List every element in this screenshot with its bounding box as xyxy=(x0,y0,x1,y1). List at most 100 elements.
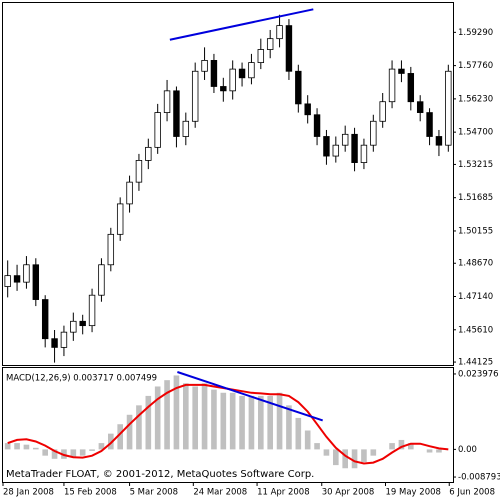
candle-body xyxy=(248,62,255,79)
candle-body xyxy=(445,70,452,146)
histogram-bar xyxy=(154,386,161,450)
candle-body xyxy=(70,320,77,333)
candle-body xyxy=(98,264,105,296)
histogram-bar xyxy=(286,405,292,450)
histogram-bar xyxy=(408,443,414,450)
candle-body xyxy=(351,133,358,163)
histogram-bar xyxy=(126,414,133,450)
candle-body xyxy=(276,25,283,40)
x-tick-label: 19 May 2008 xyxy=(386,488,441,498)
histogram-bar xyxy=(201,383,208,450)
candle-body xyxy=(79,320,86,327)
x-tick-label: 6 Jun 2008 xyxy=(449,488,495,498)
candle-body xyxy=(191,70,199,122)
histogram-bar xyxy=(370,449,377,456)
histogram-bar xyxy=(323,449,330,456)
histogram-bar xyxy=(436,449,442,453)
histogram-bar xyxy=(117,424,123,450)
footer: MetaTrader FLOAT, © 2001-2012, MetaQuote… xyxy=(6,469,314,480)
y-tick-label: 1.44125 xyxy=(458,358,493,368)
candle-body xyxy=(201,59,208,72)
candle-body xyxy=(426,112,433,137)
candle-body xyxy=(23,264,30,283)
y-tick-label: 1.51685 xyxy=(458,193,493,203)
candle-body xyxy=(341,133,349,146)
histogram-bar xyxy=(304,430,311,450)
candle-body xyxy=(13,275,21,283)
y-tick-label: 1.45610 xyxy=(458,325,493,335)
histogram-bar xyxy=(267,395,273,450)
candle-body xyxy=(88,294,96,327)
histogram-bar xyxy=(295,417,302,450)
candle-body xyxy=(407,73,415,103)
histogram-bar xyxy=(192,386,198,450)
histogram-bar xyxy=(389,443,395,450)
candle-body xyxy=(154,112,161,148)
y-tick-label: 1.57760 xyxy=(458,61,493,71)
candle-body xyxy=(4,275,11,287)
histogram-bar xyxy=(333,449,339,466)
histogram-bar xyxy=(79,449,86,456)
candle-body xyxy=(60,331,68,348)
histogram-bar xyxy=(14,443,20,450)
histogram-bar xyxy=(239,395,245,450)
trendline xyxy=(177,371,324,422)
candle-body xyxy=(238,68,246,79)
candle-body xyxy=(379,101,386,122)
candle-body xyxy=(435,136,443,146)
histogram-bar xyxy=(248,395,255,450)
y-tick-label: 1.48670 xyxy=(458,259,493,269)
histogram-bar xyxy=(164,380,170,450)
y-tick-label: 1.47140 xyxy=(458,292,493,302)
candle-body xyxy=(370,120,377,146)
y-tick-label: 1.53215 xyxy=(458,160,493,170)
histogram-bar xyxy=(136,405,142,450)
histogram-bar xyxy=(145,395,152,450)
candle-body xyxy=(360,144,368,163)
y-tick-label: 1.50155 xyxy=(458,226,493,236)
x-tick-label: 11 Apr 2008 xyxy=(257,488,310,498)
histogram-bar xyxy=(361,449,367,462)
candle-body xyxy=(266,38,274,50)
candle-body xyxy=(32,264,40,300)
candle-body xyxy=(229,68,236,92)
candle-body xyxy=(182,120,190,137)
histogram-bar xyxy=(183,383,189,450)
candle-body xyxy=(332,144,340,157)
price-pane xyxy=(2,2,454,366)
x-tick-label: 5 Mar 2008 xyxy=(130,488,178,498)
histogram-bar xyxy=(98,443,105,450)
histogram-bar xyxy=(342,449,348,469)
histogram-bar xyxy=(89,449,95,451)
histogram-bar xyxy=(398,439,405,450)
histogram-bar xyxy=(42,449,48,456)
histogram-bar xyxy=(276,392,283,450)
y-tick-label: 0.023976 xyxy=(458,369,499,379)
candle-body xyxy=(416,101,424,113)
y-tick-label: 1.56230 xyxy=(458,94,493,104)
x-tick-label: 30 Apr 2008 xyxy=(322,488,375,498)
histogram-bar xyxy=(258,395,264,450)
candle-body xyxy=(51,338,58,348)
candle-body xyxy=(323,136,330,157)
y-tick-label: 0.00 xyxy=(458,445,477,455)
y-tick-label: -0.008793 xyxy=(458,473,500,483)
candle-body xyxy=(210,59,218,87)
histogram-bar xyxy=(33,447,39,450)
candle-body xyxy=(135,160,143,183)
candle-body xyxy=(163,90,171,113)
candle-body xyxy=(126,181,133,205)
histogram-bar xyxy=(4,443,11,450)
macd-pane xyxy=(2,367,454,483)
histogram-bar xyxy=(23,444,30,450)
histogram-bar xyxy=(229,392,236,450)
y-tick-label: 1.59290 xyxy=(458,28,493,38)
histogram-bar xyxy=(351,449,358,469)
macd-label: MACD(12,26,9) 0.003717 0.007499 xyxy=(6,374,157,384)
candle-body xyxy=(304,103,311,116)
candle-body xyxy=(398,68,405,74)
x-tick-label: 28 Jan 2008 xyxy=(3,488,54,498)
y-tick-label: 1.54700 xyxy=(458,128,493,138)
histogram-bar xyxy=(426,449,433,453)
